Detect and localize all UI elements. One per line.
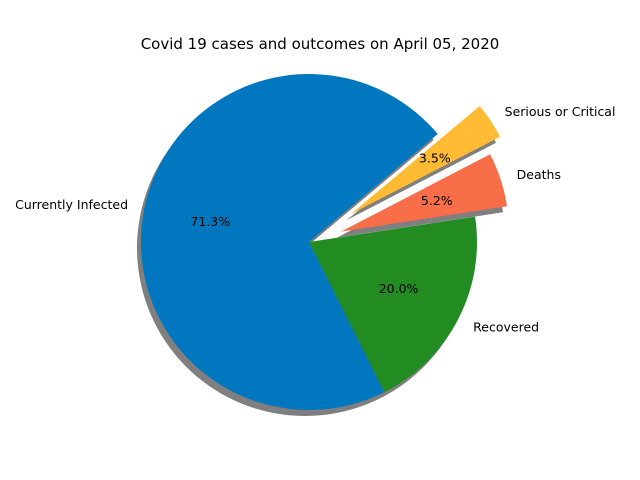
slice-layer (141, 74, 508, 410)
slice-label-serious-or-critical: Serious or Critical (505, 104, 616, 119)
percent-label-deaths: 5.2% (421, 193, 453, 208)
pie-slice-currently-infected (141, 74, 438, 410)
pie-slice-deaths (340, 154, 508, 232)
slice-label-recovered: Recovered (473, 319, 539, 334)
label-layer: Currently Infected 71.3% Recovered 20.0% Dea… (15, 104, 615, 334)
percent-label-currently-infected: 71.3% (190, 214, 230, 229)
chart-title: Covid 19 cases and outcomes on April 05,… (141, 35, 500, 53)
pie-slice-recovered (309, 216, 477, 393)
pie-slice-serious-or-critical (350, 106, 501, 215)
slice-label-deaths: Deaths (517, 167, 561, 182)
slice-label-currently-infected: Currently Infected (15, 197, 128, 212)
percent-label-serious-or-critical: 3.5% (419, 151, 451, 166)
percent-label-recovered: 20.0% (379, 281, 419, 296)
